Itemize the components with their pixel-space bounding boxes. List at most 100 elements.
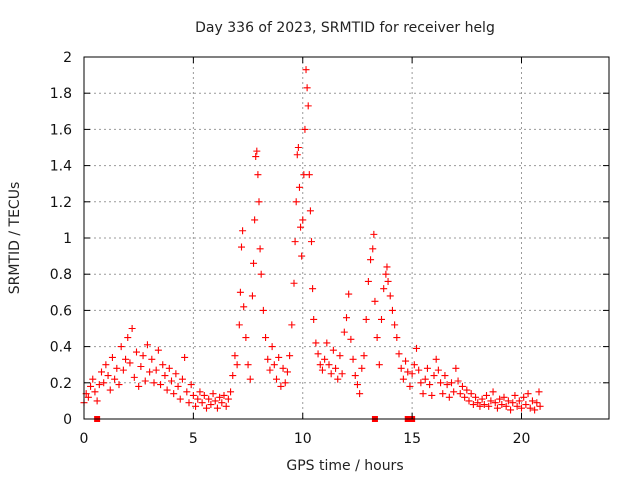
data-point bbox=[303, 84, 311, 92]
data-point bbox=[347, 335, 355, 343]
data-point bbox=[250, 259, 258, 267]
data-point bbox=[220, 391, 228, 399]
data-point bbox=[294, 144, 302, 151]
data-point bbox=[536, 402, 544, 410]
data-point bbox=[288, 321, 296, 329]
data-point bbox=[358, 364, 366, 372]
data-point bbox=[213, 404, 221, 412]
data-point bbox=[336, 352, 344, 360]
data-point bbox=[248, 292, 256, 300]
data-point bbox=[386, 292, 394, 300]
data-point bbox=[302, 66, 310, 74]
data-point bbox=[332, 364, 340, 372]
data-point bbox=[399, 375, 407, 383]
x-axis-ticks: 0 5 10 15 20 bbox=[80, 57, 530, 447]
data-point bbox=[113, 364, 121, 372]
data-point bbox=[298, 252, 306, 260]
data-point bbox=[515, 397, 523, 405]
data-point bbox=[104, 372, 112, 380]
data-point bbox=[159, 361, 167, 369]
data-point bbox=[531, 406, 539, 414]
data-point bbox=[338, 370, 346, 378]
data-point bbox=[502, 402, 510, 410]
data-point bbox=[133, 348, 140, 356]
data-point bbox=[257, 270, 265, 278]
data-point bbox=[119, 366, 127, 374]
data-point bbox=[124, 334, 132, 342]
data-point bbox=[270, 361, 278, 369]
y-tick-label: 1.6 bbox=[50, 122, 72, 138]
data-point bbox=[196, 388, 204, 396]
y-tick-label: 2 bbox=[63, 50, 72, 66]
x-tick-label: 15 bbox=[403, 431, 421, 447]
data-point bbox=[137, 363, 145, 371]
data-point bbox=[252, 153, 260, 161]
data-point bbox=[211, 397, 219, 405]
data-point bbox=[383, 263, 391, 271]
data-point bbox=[507, 406, 515, 414]
data-point bbox=[380, 285, 388, 293]
data-point bbox=[323, 339, 331, 347]
data-point bbox=[504, 397, 512, 405]
data-point bbox=[165, 364, 173, 372]
data-point bbox=[406, 382, 414, 390]
data-point bbox=[308, 238, 315, 246]
data-point bbox=[304, 102, 312, 110]
data-point bbox=[384, 277, 392, 285]
data-point bbox=[432, 355, 440, 363]
data-point bbox=[115, 381, 123, 389]
data-point bbox=[291, 238, 299, 246]
data-point bbox=[402, 357, 410, 365]
data-point bbox=[205, 395, 213, 403]
data-point bbox=[441, 372, 449, 380]
data-point bbox=[463, 386, 471, 394]
data-points bbox=[80, 66, 544, 414]
data-point bbox=[84, 393, 92, 401]
data-point bbox=[437, 379, 445, 387]
data-point bbox=[130, 373, 138, 381]
data-point bbox=[430, 372, 438, 380]
data-point bbox=[314, 350, 322, 358]
data-point bbox=[259, 306, 267, 314]
data-point bbox=[224, 395, 232, 403]
data-point bbox=[378, 315, 385, 323]
data-point bbox=[518, 404, 525, 412]
data-point bbox=[408, 370, 416, 378]
data-point bbox=[100, 379, 108, 387]
data-point bbox=[233, 361, 241, 369]
data-point bbox=[458, 382, 466, 390]
y-tick-label: 0.8 bbox=[50, 267, 72, 283]
data-point bbox=[434, 366, 442, 374]
data-point bbox=[493, 404, 501, 412]
data-point bbox=[461, 393, 469, 401]
data-point bbox=[375, 361, 383, 369]
data-point bbox=[312, 339, 320, 347]
y-tick-label: 0.2 bbox=[50, 376, 72, 392]
data-point bbox=[108, 353, 116, 361]
data-point bbox=[426, 381, 434, 389]
data-point bbox=[428, 391, 436, 399]
data-point bbox=[154, 346, 162, 354]
data-point bbox=[95, 381, 103, 389]
data-point bbox=[469, 401, 477, 409]
data-point bbox=[478, 395, 486, 403]
data-point bbox=[192, 402, 200, 410]
y-tick-label: 1.8 bbox=[50, 86, 72, 102]
data-point bbox=[443, 381, 451, 389]
data-point bbox=[356, 390, 364, 398]
data-point bbox=[170, 390, 178, 398]
data-point bbox=[98, 368, 105, 376]
x-tick-label: 5 bbox=[189, 431, 198, 447]
data-point bbox=[286, 352, 294, 360]
data-point bbox=[255, 198, 263, 206]
data-point bbox=[522, 401, 530, 409]
y-tick-label: 1.2 bbox=[50, 195, 72, 211]
data-point bbox=[148, 355, 156, 363]
x-tick-label: 10 bbox=[294, 431, 312, 447]
data-point bbox=[467, 390, 475, 398]
data-point bbox=[421, 375, 429, 383]
data-point bbox=[176, 395, 184, 403]
data-point bbox=[485, 402, 493, 410]
data-point bbox=[309, 285, 317, 293]
data-point bbox=[456, 390, 464, 398]
